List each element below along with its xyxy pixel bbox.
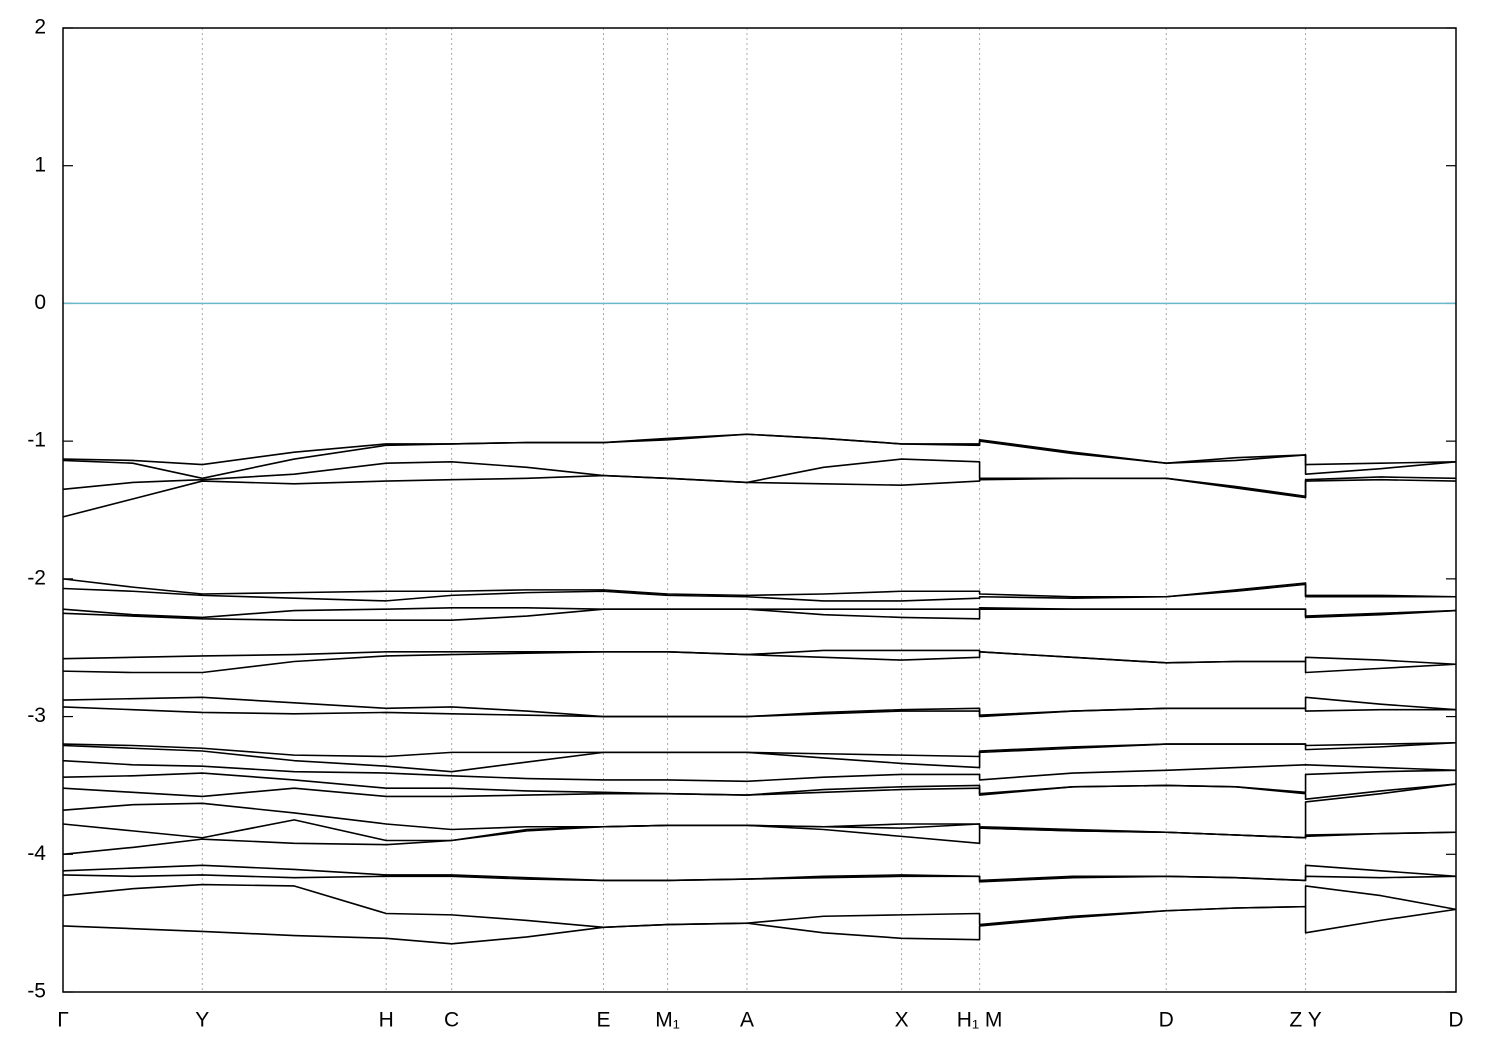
x-tick-label: Y — [195, 1009, 209, 1032]
band-line — [62, 608, 1457, 621]
x-tick-label: D — [1159, 1009, 1174, 1032]
band-line — [62, 874, 1457, 883]
x-tick-label: M₁ — [655, 1009, 680, 1032]
band-line — [62, 759, 1457, 783]
band-line — [62, 651, 1457, 674]
x-tick-label: Γ — [57, 1009, 69, 1032]
x-tick-label: X — [895, 1009, 909, 1032]
band-line — [62, 769, 1457, 796]
band-line — [62, 458, 1457, 498]
y-tick-label: -4 — [27, 842, 46, 865]
x-tick-label: Z Y — [1289, 1009, 1321, 1032]
x-tick-label: C — [444, 1009, 459, 1032]
band-line — [62, 824, 1457, 856]
band-line — [62, 706, 1456, 718]
x-tick-label: A — [740, 1009, 754, 1032]
band-line — [62, 578, 1457, 598]
band-line — [62, 741, 1457, 773]
y-tick-label: -5 — [27, 980, 46, 1003]
plot-frame — [62, 27, 1457, 993]
y-tick-label: 2 — [34, 16, 46, 39]
x-tick-label: H₁ M — [957, 1009, 1003, 1032]
y-tick-label: -1 — [27, 429, 46, 452]
y-tick-label: -2 — [27, 566, 46, 589]
band-line — [62, 783, 1457, 800]
band-line — [62, 433, 1457, 480]
band-line — [62, 474, 1457, 518]
y-tick-label: -3 — [27, 704, 46, 727]
band-line — [62, 583, 1456, 602]
x-tick-label: E — [596, 1009, 610, 1032]
x-tick-label: D — [1448, 1009, 1463, 1032]
y-tick-label: 1 — [34, 153, 46, 176]
x-tick-label: H — [379, 1009, 394, 1032]
y-tick-label: 0 — [34, 291, 46, 314]
band-line — [62, 905, 1457, 945]
